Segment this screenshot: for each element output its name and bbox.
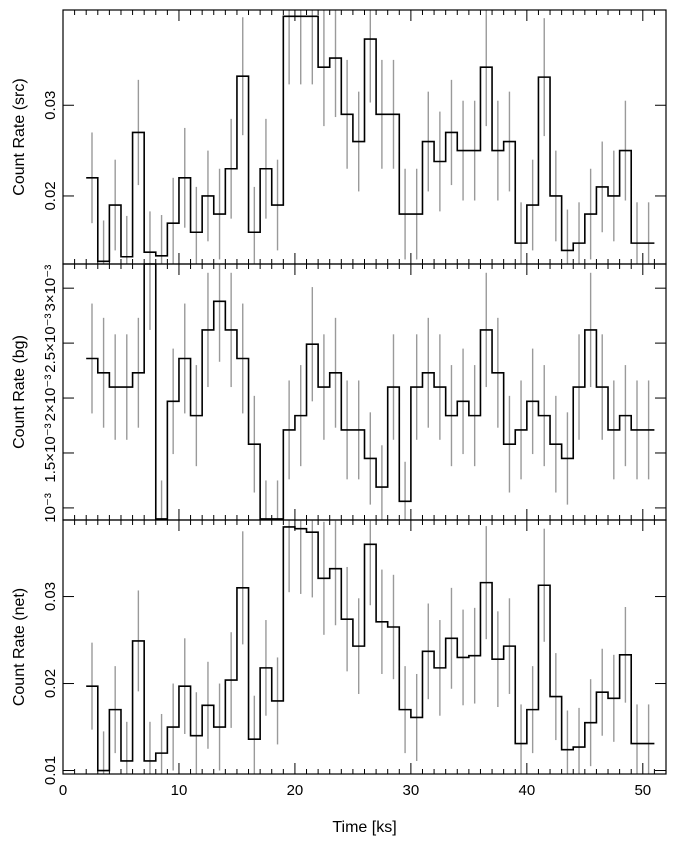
- y-axis-label-bg: Count Rate (bg): [11, 335, 28, 449]
- y-tick-label-bg: 1.5×10⁻³: [42, 423, 59, 482]
- y-axis-label-src: Count Rate (src): [11, 78, 28, 195]
- y-tick-label-net: 0.01: [42, 756, 59, 785]
- x-tick-label: 40: [519, 782, 536, 799]
- panel-frame-net: [62, 519, 667, 775]
- y-tick-label-bg: 2.5×10⁻³: [42, 313, 59, 372]
- y-tick-label-bg: 2×10⁻³: [42, 375, 59, 422]
- y-axis-label-net: Count Rate (net): [11, 588, 28, 706]
- y-tick-label-bg: 3×10⁻³: [42, 265, 59, 312]
- y-tick-label-net: 0.02: [42, 669, 59, 698]
- y-tick-label-net: 0.03: [42, 582, 59, 611]
- x-tick-label: 20: [287, 782, 304, 799]
- y-tick-label-src: 0.03: [42, 91, 59, 120]
- x-tick-label: 10: [171, 782, 188, 799]
- y-tick-label-bg: 10⁻³: [42, 493, 59, 523]
- step-line-net: [86, 526, 655, 772]
- step-line-src: [86, 15, 655, 263]
- x-tick-label: 30: [403, 782, 420, 799]
- x-axis-label: Time [ks]: [332, 819, 396, 836]
- x-tick-label: 0: [59, 782, 67, 799]
- step-line-bg: [86, 263, 655, 520]
- x-tick-label: 50: [634, 782, 651, 799]
- panel-frame-bg: [62, 263, 667, 521]
- y-tick-label-src: 0.02: [42, 181, 59, 210]
